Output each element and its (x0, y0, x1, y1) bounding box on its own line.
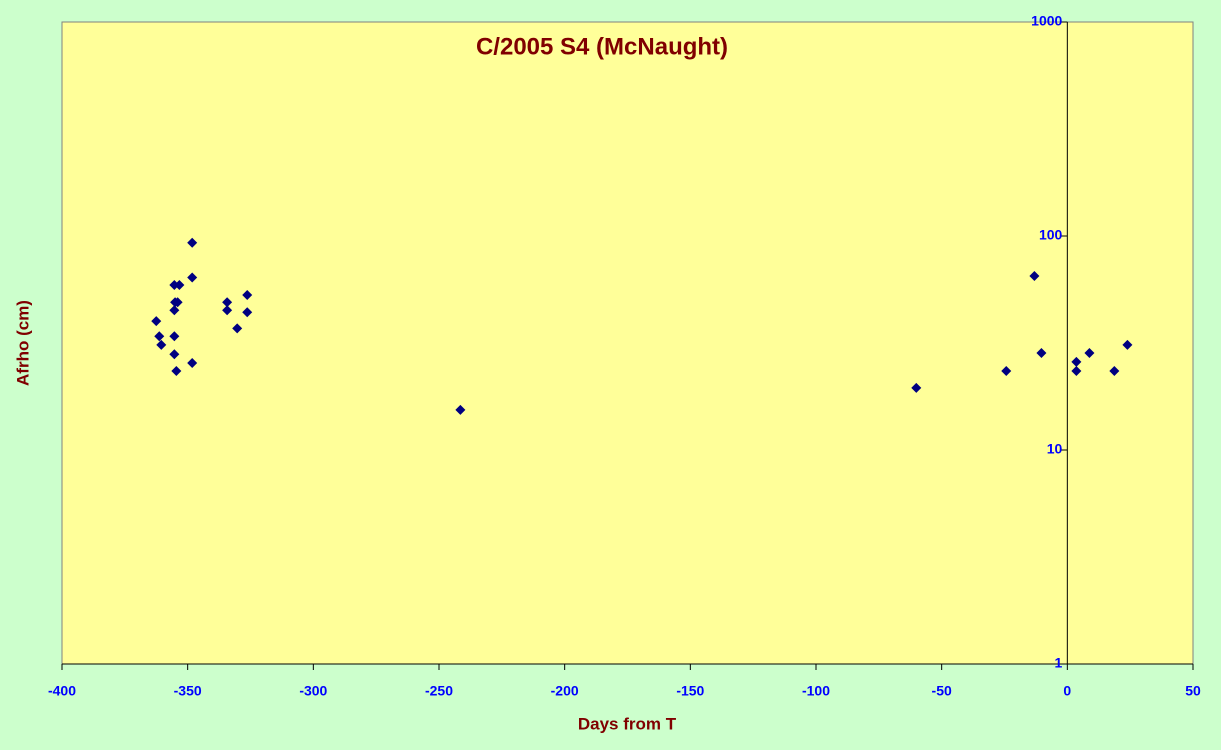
x-tick-label: -350 (174, 683, 202, 699)
chart-title: C/2005 S4 (McNaught) (476, 33, 728, 60)
point (169, 280, 180, 291)
plot-area (61, 21, 1194, 665)
point (1084, 347, 1095, 358)
point (1036, 347, 1047, 358)
x-axis-label: Days from T (578, 714, 677, 733)
point (911, 382, 922, 393)
point (222, 297, 233, 308)
point (187, 237, 198, 248)
x-tick-label: -300 (299, 683, 327, 699)
y-tick-label: 1000 (1031, 13, 1062, 29)
point (455, 404, 466, 415)
y-tick-label: 10 (1047, 441, 1063, 457)
point (187, 358, 198, 369)
x-tick-label: -250 (425, 683, 453, 699)
point (174, 280, 185, 291)
x-tick-label: -150 (676, 683, 704, 699)
x-tick-label: -400 (48, 683, 76, 699)
x-tick-label: 50 (1185, 683, 1201, 699)
point (1071, 356, 1082, 367)
point (1109, 365, 1120, 376)
x-tick-label: -100 (802, 683, 830, 699)
point (1029, 271, 1040, 282)
x-tick-label: -50 (932, 683, 952, 699)
point (242, 290, 253, 301)
point (151, 316, 162, 327)
point (154, 331, 165, 342)
point (232, 323, 243, 334)
point (171, 365, 182, 376)
point (1122, 339, 1133, 350)
y-tick-label: 100 (1039, 227, 1063, 243)
y-axis-label: Afrho (cm) (13, 300, 32, 386)
point (187, 272, 198, 283)
point (222, 305, 233, 316)
point (1071, 365, 1082, 376)
x-tick-label: -200 (551, 683, 579, 699)
point (169, 349, 180, 360)
point (169, 331, 180, 342)
point (172, 297, 183, 308)
point (242, 307, 253, 318)
point (1001, 365, 1012, 376)
y-tick-label: 1 (1055, 655, 1063, 671)
x-tick-label: 0 (1063, 683, 1071, 699)
point (156, 339, 167, 350)
point (169, 305, 180, 316)
